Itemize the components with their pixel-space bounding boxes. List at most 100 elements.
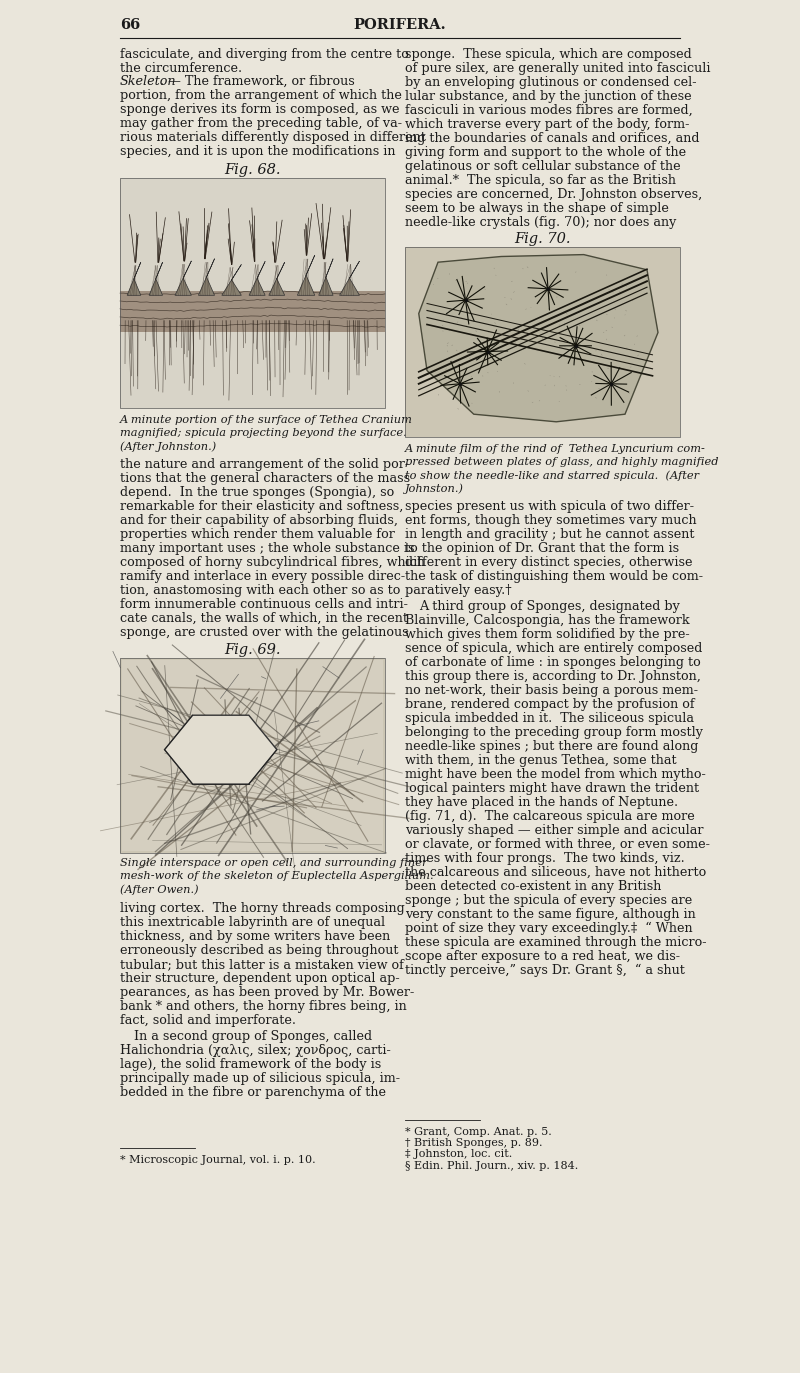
Text: (fig. 71, d).  The calcareous spicula are more: (fig. 71, d). The calcareous spicula are… bbox=[405, 810, 694, 822]
Text: Halichondria (χαλις, silex; χονδρος, carti-: Halichondria (χαλις, silex; χονδρος, car… bbox=[120, 1043, 390, 1057]
Text: sponge, are crusted over with the gelatinous: sponge, are crusted over with the gelati… bbox=[120, 626, 409, 638]
Text: * Grant, Comp. Anat. p. 5.: * Grant, Comp. Anat. p. 5. bbox=[405, 1127, 552, 1137]
Text: fasciculate, and diverging from the centre to: fasciculate, and diverging from the cent… bbox=[120, 48, 409, 60]
Text: this group there is, according to Dr. Johnston,: this group there is, according to Dr. Jo… bbox=[405, 670, 701, 682]
Text: pressed between plates of glass, and highly magnified: pressed between plates of glass, and hig… bbox=[405, 457, 718, 467]
Text: remarkable for their elasticity and softness,: remarkable for their elasticity and soft… bbox=[120, 500, 403, 514]
Text: might have been the model from which mytho-: might have been the model from which myt… bbox=[405, 768, 706, 781]
Text: sponge ; but the spicula of every species are: sponge ; but the spicula of every specie… bbox=[405, 894, 692, 908]
Text: paratively easy.†: paratively easy.† bbox=[405, 584, 512, 597]
Text: the circumference.: the circumference. bbox=[120, 62, 242, 76]
Text: in length and gracility ; but he cannot assent: in length and gracility ; but he cannot … bbox=[405, 529, 694, 541]
Bar bbox=[405, 247, 680, 437]
Text: properties which render them valuable for: properties which render them valuable fo… bbox=[120, 529, 395, 541]
Text: ‡ Johnston, loc. cit.: ‡ Johnston, loc. cit. bbox=[405, 1149, 512, 1159]
Text: mesh-work of the skeleton of Euplectella Aspergillum.: mesh-work of the skeleton of Euplectella… bbox=[120, 870, 434, 881]
Polygon shape bbox=[175, 261, 191, 295]
Text: species present us with spicula of two differ-: species present us with spicula of two d… bbox=[405, 500, 694, 514]
Text: form innumerable continuous cells and intri-: form innumerable continuous cells and in… bbox=[120, 599, 408, 611]
Text: their structure, dependent upon optical ap-: their structure, dependent upon optical … bbox=[120, 972, 400, 984]
Text: by an enveloping glutinous or condensed cel-: by an enveloping glutinous or condensed … bbox=[405, 76, 697, 89]
Polygon shape bbox=[339, 261, 359, 295]
Text: gelatinous or soft cellular substance of the: gelatinous or soft cellular substance of… bbox=[405, 161, 681, 173]
Polygon shape bbox=[298, 255, 314, 295]
Text: fact, solid and imperforate.: fact, solid and imperforate. bbox=[120, 1015, 296, 1027]
Text: belonging to the preceding group form mostly: belonging to the preceding group form mo… bbox=[405, 726, 703, 739]
Text: (After Johnston.): (After Johnston.) bbox=[120, 441, 216, 452]
Text: which gives them form solidified by the pre-: which gives them form solidified by the … bbox=[405, 627, 690, 641]
Text: (After Owen.): (After Owen.) bbox=[120, 884, 198, 895]
Text: different in every distinct species, otherwise: different in every distinct species, oth… bbox=[405, 556, 693, 568]
Text: which traverse every part of the body, form-: which traverse every part of the body, f… bbox=[405, 118, 690, 130]
Text: cate canals, the walls of which, in the recent: cate canals, the walls of which, in the … bbox=[120, 612, 408, 625]
Text: scope after exposure to a red heat, we dis-: scope after exposure to a red heat, we d… bbox=[405, 950, 680, 962]
Text: ent forms, though they sometimes vary much: ent forms, though they sometimes vary mu… bbox=[405, 514, 697, 527]
Text: no net-work, their basis being a porous mem-: no net-work, their basis being a porous … bbox=[405, 684, 698, 697]
Text: times with four prongs.  The two kinds, viz.: times with four prongs. The two kinds, v… bbox=[405, 853, 685, 865]
Text: 66: 66 bbox=[120, 18, 140, 32]
Text: tions that the general characters of the mass: tions that the general characters of the… bbox=[120, 472, 410, 485]
Bar bbox=[120, 658, 385, 853]
Text: bedded in the fibre or parenchyma of the: bedded in the fibre or parenchyma of the bbox=[120, 1086, 386, 1098]
Text: species are concerned, Dr. Johnston observes,: species are concerned, Dr. Johnston obse… bbox=[405, 188, 702, 200]
Text: § Edin. Phil. Journ., xiv. p. 184.: § Edin. Phil. Journ., xiv. p. 184. bbox=[405, 1160, 578, 1171]
Text: ing the boundaries of canals and orifices, and: ing the boundaries of canals and orifice… bbox=[405, 132, 699, 146]
Text: lage), the solid framework of the body is: lage), the solid framework of the body i… bbox=[120, 1059, 382, 1071]
Text: principally made up of silicious spicula, im-: principally made up of silicious spicula… bbox=[120, 1072, 400, 1085]
Text: of pure silex, are generally united into fasciculi: of pure silex, are generally united into… bbox=[405, 62, 710, 76]
Polygon shape bbox=[198, 258, 214, 295]
Text: brane, rendered compact by the profusion of: brane, rendered compact by the profusion… bbox=[405, 697, 694, 711]
Text: tubular; but this latter is a mistaken view of: tubular; but this latter is a mistaken v… bbox=[120, 958, 404, 971]
Text: bank * and others, the horny fibres being, in: bank * and others, the horny fibres bein… bbox=[120, 1000, 406, 1013]
Text: very constant to the same figure, although in: very constant to the same figure, althou… bbox=[405, 908, 696, 921]
Text: the calcareous and siliceous, have not hitherto: the calcareous and siliceous, have not h… bbox=[405, 866, 706, 879]
Text: Blainville, Calcospongia, has the framework: Blainville, Calcospongia, has the framew… bbox=[405, 614, 690, 627]
Text: living cortex.  The horny threads composing: living cortex. The horny threads composi… bbox=[120, 902, 405, 914]
Text: composed of horny subcylindrical fibres, which: composed of horny subcylindrical fibres,… bbox=[120, 556, 425, 568]
Bar bbox=[120, 178, 385, 408]
Text: In a second group of Sponges, called: In a second group of Sponges, called bbox=[134, 1030, 372, 1043]
Text: † British Sponges, p. 89.: † British Sponges, p. 89. bbox=[405, 1138, 542, 1148]
Bar bbox=[405, 247, 680, 437]
Text: the task of distinguishing them would be com-: the task of distinguishing them would be… bbox=[405, 570, 703, 584]
Text: Skeleton: Skeleton bbox=[120, 76, 177, 88]
Text: portion, from the arrangement of which the: portion, from the arrangement of which t… bbox=[120, 89, 402, 102]
Polygon shape bbox=[269, 262, 285, 295]
Polygon shape bbox=[318, 258, 333, 295]
Text: they have placed in the hands of Neptune.: they have placed in the hands of Neptune… bbox=[405, 796, 678, 809]
Text: point of size they vary exceedingly.‡  “ When: point of size they vary exceedingly.‡ “ … bbox=[405, 923, 693, 935]
Bar bbox=[120, 291, 385, 332]
Text: these spicula are examined through the micro-: these spicula are examined through the m… bbox=[405, 936, 706, 949]
Text: A third group of Sponges, designated by: A third group of Sponges, designated by bbox=[419, 600, 680, 612]
Polygon shape bbox=[222, 265, 242, 295]
Text: erroneously described as being throughout: erroneously described as being throughou… bbox=[120, 945, 398, 957]
Text: this inextricable labyrinth are of unequal: this inextricable labyrinth are of unequ… bbox=[120, 916, 385, 930]
Text: sponge.  These spicula, which are composed: sponge. These spicula, which are compose… bbox=[405, 48, 692, 60]
Text: to show the needle-like and starred spicula.  (After: to show the needle-like and starred spic… bbox=[405, 470, 699, 481]
Text: Johnston.): Johnston.) bbox=[405, 483, 464, 493]
Text: animal.*  The spicula, so far as the British: animal.* The spicula, so far as the Brit… bbox=[405, 174, 676, 187]
Text: or clavate, or formed with three, or even some-: or clavate, or formed with three, or eve… bbox=[405, 838, 710, 851]
Text: variously shaped — either simple and acicular: variously shaped — either simple and aci… bbox=[405, 824, 703, 838]
Text: giving form and support to the whole of the: giving form and support to the whole of … bbox=[405, 146, 686, 159]
Text: PORIFERA.: PORIFERA. bbox=[354, 18, 446, 32]
Text: the nature and arrangement of the solid por-: the nature and arrangement of the solid … bbox=[120, 459, 409, 471]
Text: A minute film of the rind of  Tethea Lyncurium com-: A minute film of the rind of Tethea Lync… bbox=[405, 443, 706, 454]
Text: seem to be always in the shape of simple: seem to be always in the shape of simple bbox=[405, 202, 669, 216]
Bar bbox=[120, 658, 385, 853]
Text: fasciculi in various modes fibres are formed,: fasciculi in various modes fibres are fo… bbox=[405, 104, 693, 117]
Text: thickness, and by some writers have been: thickness, and by some writers have been bbox=[120, 930, 390, 943]
Text: tinctly perceive,” says Dr. Grant §,  “ a shut: tinctly perceive,” says Dr. Grant §, “ a… bbox=[405, 964, 685, 978]
Text: of carbonate of lime : in sponges belonging to: of carbonate of lime : in sponges belong… bbox=[405, 656, 701, 669]
Text: . — The framework, or fibrous: . — The framework, or fibrous bbox=[160, 76, 355, 88]
Text: logical painters might have drawn the trident: logical painters might have drawn the tr… bbox=[405, 783, 699, 795]
Text: rious materials differently disposed in different: rious materials differently disposed in … bbox=[120, 130, 426, 144]
Polygon shape bbox=[127, 262, 141, 295]
Bar bbox=[120, 178, 385, 408]
Text: ramify and interlace in every possible direc-: ramify and interlace in every possible d… bbox=[120, 570, 405, 584]
Text: Fig. 68.: Fig. 68. bbox=[224, 163, 281, 177]
Polygon shape bbox=[418, 254, 658, 422]
Text: Fig. 69.: Fig. 69. bbox=[224, 643, 281, 658]
Text: tion, anastomosing with each other so as to: tion, anastomosing with each other so as… bbox=[120, 584, 400, 597]
Text: needle-like spines ; but there are found along: needle-like spines ; but there are found… bbox=[405, 740, 698, 752]
